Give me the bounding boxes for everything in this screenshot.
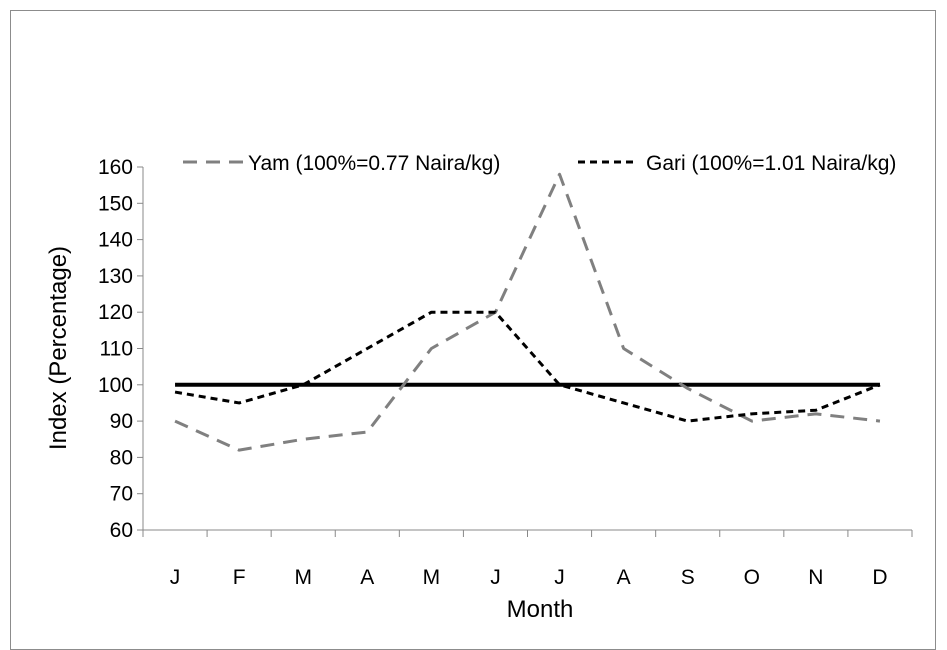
series-line-gari bbox=[174, 310, 881, 423]
series-line-yam bbox=[174, 172, 881, 452]
y-tick-label: 140 bbox=[98, 229, 133, 252]
x-tick-label: J bbox=[170, 566, 181, 589]
y-tick-label: 90 bbox=[110, 410, 133, 433]
y-axis-title: Index (Percentage) bbox=[45, 246, 72, 450]
legend: Yam (100%=0.77 Naira/kg) Gari (100%=1.01… bbox=[183, 152, 896, 175]
x-tick-label: S bbox=[681, 566, 695, 589]
y-tick-label: 100 bbox=[98, 374, 133, 397]
y-tick-label: 80 bbox=[110, 446, 133, 469]
y-tick-label: 120 bbox=[98, 301, 133, 324]
y-tick-label: 160 bbox=[98, 156, 133, 179]
x-tick-label: J bbox=[554, 566, 565, 589]
legend-yam-label: Yam (100%=0.77 Naira/kg) bbox=[248, 152, 500, 175]
x-tick-label: N bbox=[808, 566, 823, 589]
chart-frame bbox=[10, 10, 936, 650]
line-chart: 60 70 80 90 100 110 120 130 140 150 160 J F M A M J J A S O… bbox=[45, 152, 913, 623]
y-tick-label: 110 bbox=[100, 338, 133, 361]
x-tick-label: O bbox=[744, 566, 760, 589]
y-tick-labels: 60 70 80 90 100 110 120 130 140 150 160 bbox=[98, 156, 133, 542]
legend-gari-label: Gari (100%=1.01 Naira/kg) bbox=[646, 152, 896, 175]
y-tick-label: 70 bbox=[110, 483, 133, 506]
x-tick-label: A bbox=[360, 566, 374, 589]
x-tick-label: A bbox=[617, 566, 631, 589]
axes bbox=[137, 166, 913, 537]
y-tick-label: 60 bbox=[110, 519, 133, 542]
y-tick-label: 130 bbox=[98, 265, 133, 288]
x-tick-label: J bbox=[490, 566, 501, 589]
series-lines bbox=[174, 172, 881, 452]
x-tick-label: M bbox=[423, 566, 441, 589]
x-tick-label: D bbox=[872, 566, 887, 589]
x-axis-title: Month bbox=[507, 596, 574, 623]
y-tick-label: 150 bbox=[98, 192, 133, 215]
x-tick-label: M bbox=[294, 566, 312, 589]
x-tick-label: F bbox=[233, 566, 246, 589]
